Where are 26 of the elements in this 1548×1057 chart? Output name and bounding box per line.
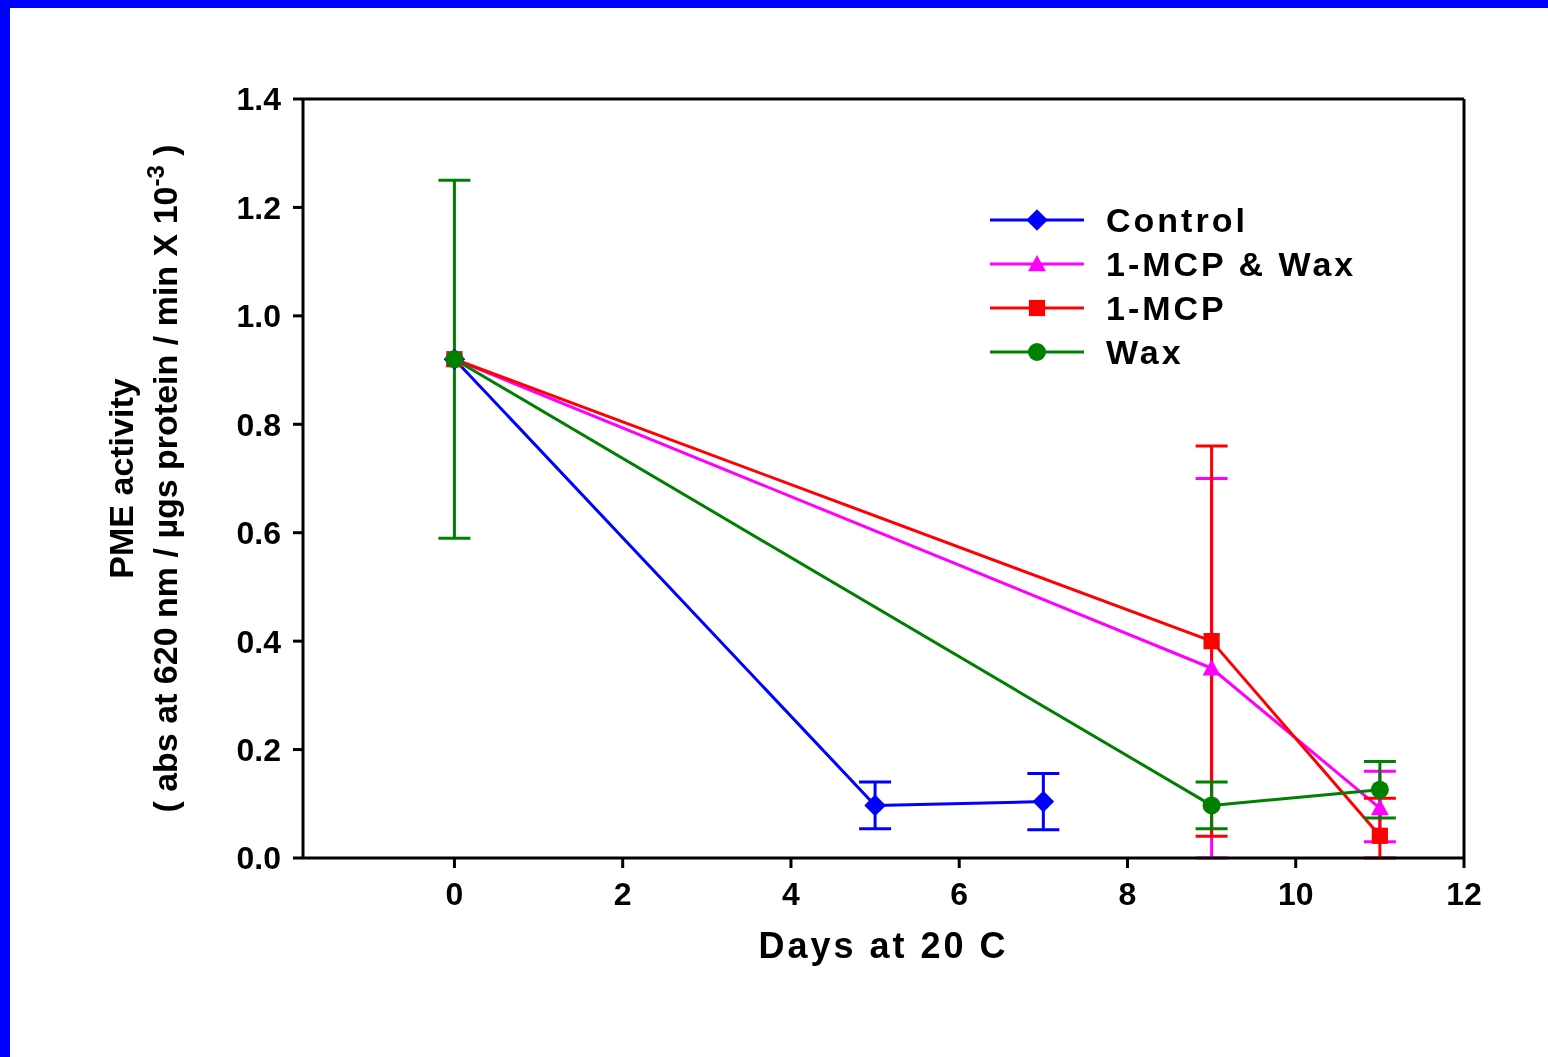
x-tick-label: 6 bbox=[950, 875, 969, 912]
point bbox=[1202, 796, 1221, 815]
x-tick-label: 12 bbox=[1446, 875, 1482, 912]
legend-label: Wax bbox=[1106, 332, 1184, 372]
y-tick-label: 0.2 bbox=[236, 731, 281, 768]
point bbox=[1203, 633, 1220, 650]
y-tick-label: 1.4 bbox=[236, 81, 282, 118]
legend-label: Control bbox=[1106, 200, 1248, 240]
x-tick-label: 10 bbox=[1277, 875, 1314, 912]
x-tick-label: 2 bbox=[613, 875, 632, 912]
y-tick-label: 0.8 bbox=[236, 406, 281, 443]
x-tick-label: 4 bbox=[782, 875, 801, 912]
y-tick-label: 0.0 bbox=[236, 840, 281, 877]
y-tick-label: 0.6 bbox=[236, 515, 281, 552]
point bbox=[1371, 827, 1388, 844]
x-axis-title: Days at 20 C bbox=[758, 925, 1009, 966]
point bbox=[1032, 790, 1055, 813]
y-tick-label: 1.0 bbox=[236, 298, 281, 335]
point bbox=[864, 794, 886, 817]
legend-label: 1-MCP & Wax bbox=[1106, 244, 1357, 284]
x-tick-label: 8 bbox=[1118, 875, 1137, 912]
y-tick-label: 0.4 bbox=[236, 623, 282, 660]
y-tick-label: 1.2 bbox=[236, 189, 281, 226]
legend-label: 1-MCP bbox=[1106, 288, 1227, 328]
point bbox=[1370, 780, 1389, 799]
x-tick-label: 0 bbox=[445, 875, 464, 912]
